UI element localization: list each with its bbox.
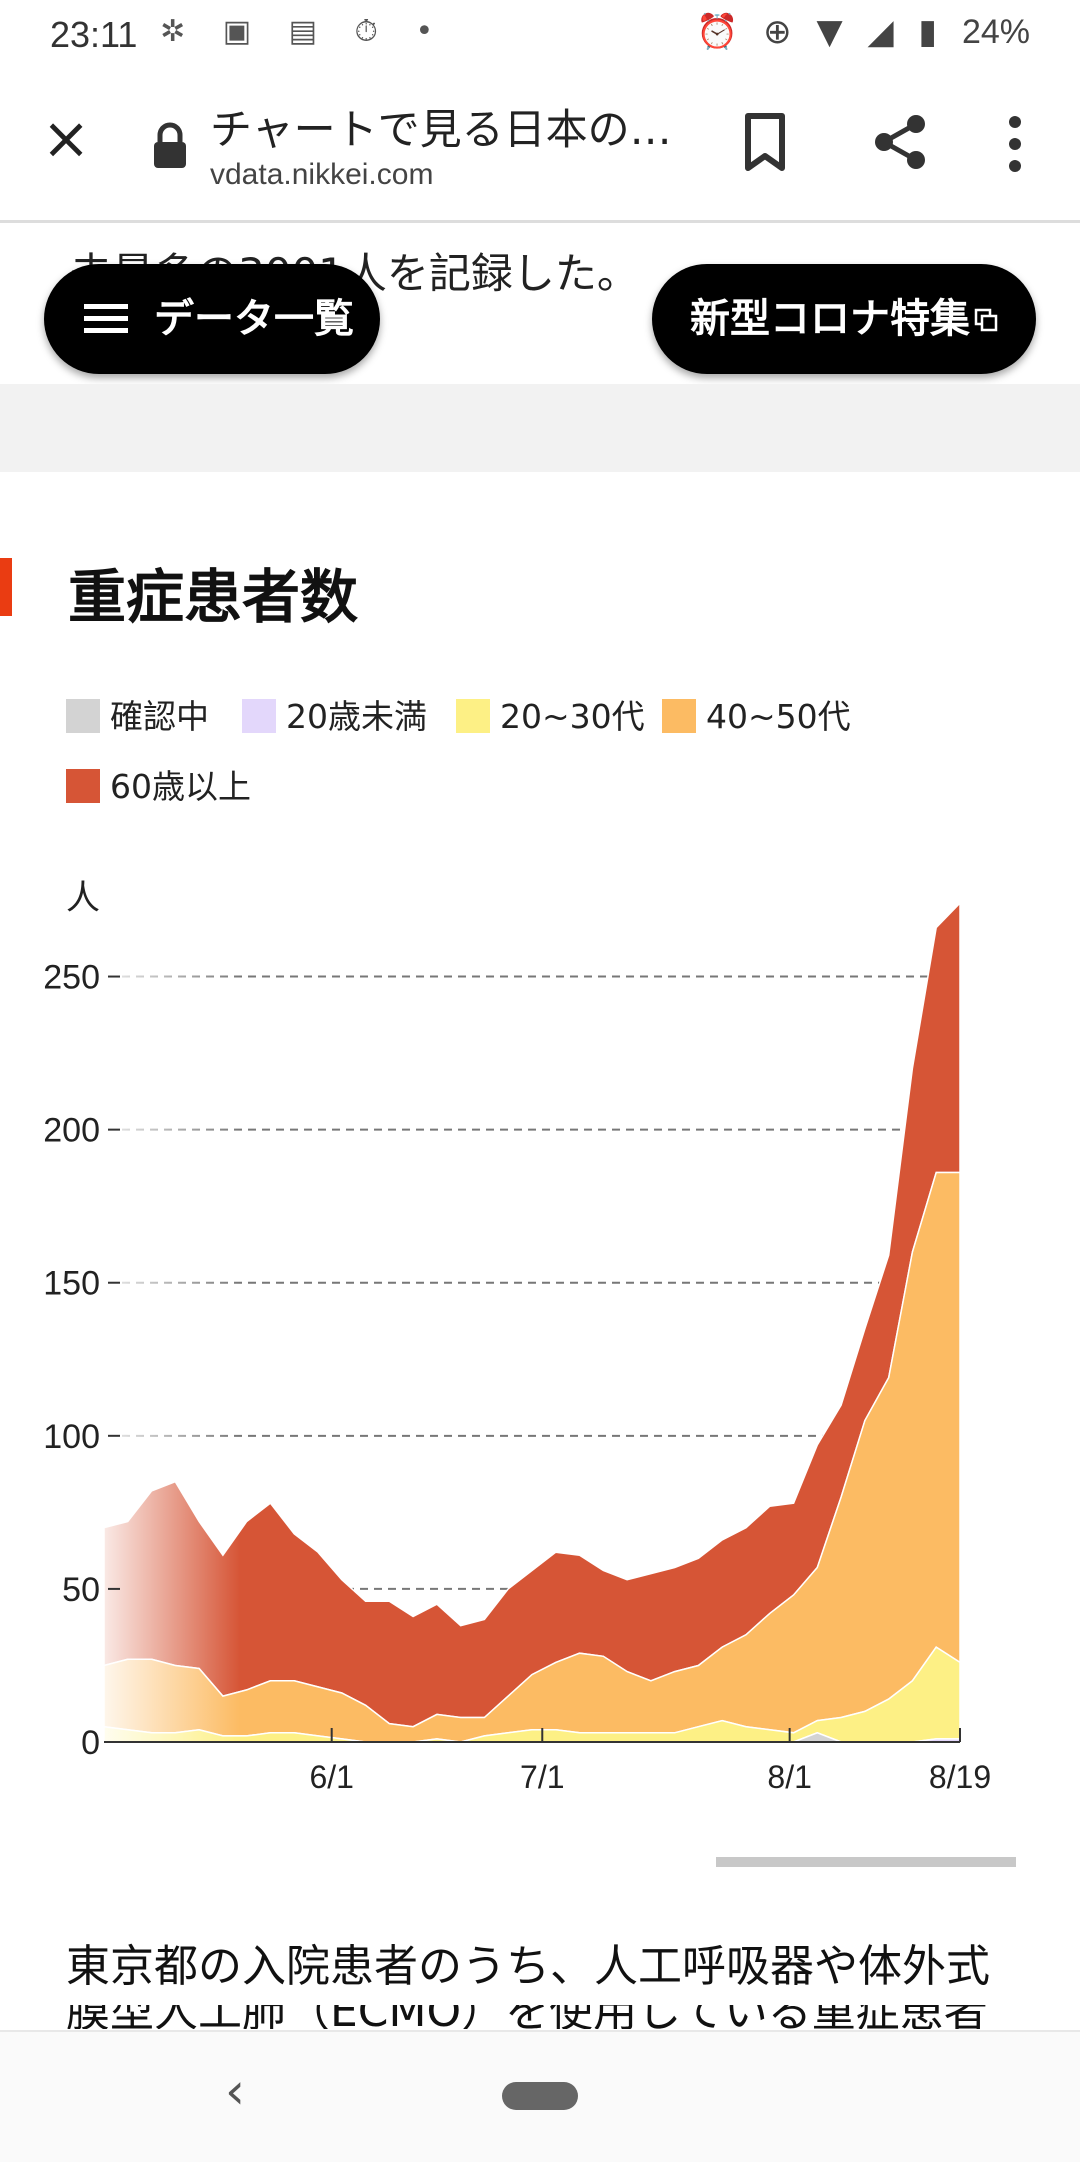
image-icon: ▣ <box>222 14 266 49</box>
alarm-icon: ⏰ <box>696 12 739 52</box>
home-pill[interactable] <box>502 2082 578 2110</box>
y-tick-label-250: 250 <box>43 959 100 997</box>
legend-swatch-under20 <box>242 698 276 733</box>
wifi-icon: ▼ <box>816 12 843 52</box>
menu-icon <box>84 304 128 333</box>
x-tick-label-0: 6/1 <box>309 1759 353 1795</box>
page-url[interactable]: vdata.nikkei.com <box>210 158 434 191</box>
data-list-button[interactable]: データ一覧 <box>44 264 380 374</box>
section-marker <box>0 558 12 616</box>
share-icon[interactable] <box>870 112 930 172</box>
custom-tab-toolbar: × チャートで見る日本の… vdata.nikkei.com <box>0 70 1080 223</box>
corona-feature-button-label: 新型コロナ特集 <box>690 296 970 342</box>
article-body-text: 東京都の入院患者のうち、人工呼吸器や体外式 <box>66 1941 990 1992</box>
y-tick-label-200: 200 <box>43 1112 100 1150</box>
severe-patients-chart: 0 50 100 150 200 250 6/1 7/1 8/1 8/19 <box>43 900 991 1795</box>
status-bar: 23:11 ✲ ▣ ▤ ⏱ • ⏰ ⊕ ▼ ◢ ▮ 24% <box>0 0 1080 70</box>
notification-icon: ✲ <box>160 14 200 49</box>
x-tick-label-2: 8/1 <box>767 1759 811 1795</box>
data-saver-icon: ⊕ <box>763 12 792 52</box>
legend-label-unknown: 確認中 <box>110 697 209 736</box>
bookmark-icon[interactable] <box>740 112 790 172</box>
signal-icon: ◢ <box>867 12 894 52</box>
battery-percent: 24% <box>961 13 1030 51</box>
status-left-icons: ✲ ▣ ▤ ⏱ • <box>160 14 447 49</box>
legend-label-over60: 60歳以上 <box>110 767 251 806</box>
section-title: 重症患者数 <box>68 563 359 631</box>
legend-swatch-unknown <box>66 698 100 733</box>
legend-swatch-20-30 <box>456 698 490 733</box>
y-axis-unit: 人 <box>66 878 100 918</box>
dot-icon: • <box>415 14 448 49</box>
legend-label-40-50: 40~50代 <box>706 697 851 736</box>
x-tick-label-3: 8/19 <box>929 1759 991 1795</box>
legend-item-under20: 20歳未満 <box>242 690 427 738</box>
close-icon[interactable]: × <box>41 104 91 172</box>
timer-icon: ⏱ <box>354 14 392 49</box>
y-tick-label-0: 0 <box>81 1724 100 1762</box>
external-link-icon <box>974 308 998 332</box>
legend-item-over60: 60歳以上 <box>66 760 251 808</box>
chart-scrollbar[interactable] <box>716 1857 1016 1867</box>
more-options-icon[interactable] <box>1000 114 1030 174</box>
section-divider <box>0 384 1080 472</box>
page-title[interactable]: チャートで見る日本の… <box>210 105 672 154</box>
article-body-text-cut: 膜型人工肺（ECMO）を使用している重症患者 <box>66 2005 1046 2029</box>
legend-swatch-40-50 <box>662 698 696 733</box>
status-right-icons: ⏰ ⊕ ▼ ◢ ▮ 24% <box>682 12 1030 52</box>
legend-label-under20: 20歳未満 <box>286 697 427 736</box>
y-tick-label-150: 150 <box>43 1265 100 1303</box>
legend-item-unknown: 確認中 <box>66 690 209 738</box>
legend-label-20-30: 20~30代 <box>500 697 645 736</box>
battery-icon: ▮ <box>918 12 938 52</box>
status-time: 23:11 <box>50 14 138 55</box>
lock-icon <box>154 122 186 168</box>
y-tick-label-50: 50 <box>62 1571 100 1609</box>
data-list-button-label: データ一覧 <box>154 296 354 342</box>
x-tick-label-1: 7/1 <box>520 1759 564 1795</box>
corona-feature-button[interactable]: 新型コロナ特集 <box>652 264 1036 374</box>
back-icon[interactable]: ‹ <box>225 2062 245 2120</box>
system-nav-bar: ‹ <box>0 2030 1080 2162</box>
legend-swatch-over60 <box>66 768 100 803</box>
legend-item-40-50: 40~50代 <box>662 690 851 738</box>
line-manga-icon: ▤ <box>288 14 331 49</box>
legend-item-20-30: 20~30代 <box>456 690 645 738</box>
article-body-text-cut-line: 膜型人工肺（ECMO）を使用している重症患者 <box>66 2005 1046 2029</box>
chart-left-fade <box>100 900 240 1745</box>
y-tick-label-100: 100 <box>43 1418 100 1456</box>
